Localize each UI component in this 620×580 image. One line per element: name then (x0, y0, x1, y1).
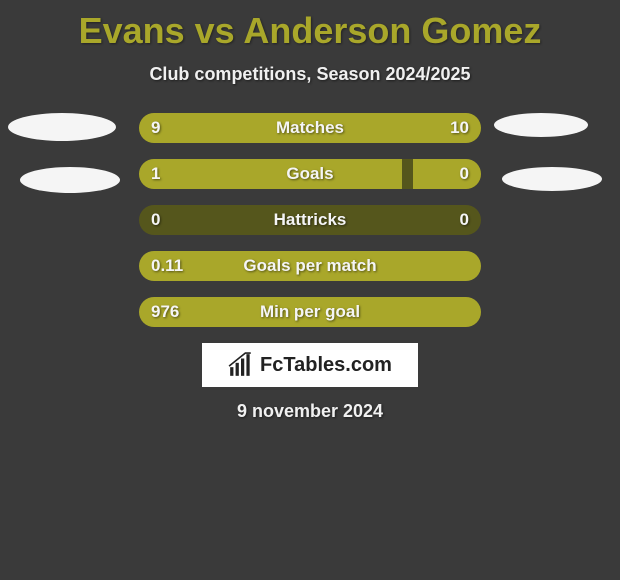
subtitle: Club competitions, Season 2024/2025 (0, 64, 620, 85)
side-ellipse-0 (8, 113, 116, 141)
side-ellipse-2 (494, 113, 588, 137)
bar-row-matches: 910Matches (139, 113, 481, 143)
bar-label: Min per goal (139, 297, 481, 327)
date-text: 9 november 2024 (0, 401, 620, 422)
comparison-bars: 910Matches 10Goals 00Hattricks 0.11Goals pe… (0, 113, 620, 327)
logo-box: FcTables.com (202, 343, 418, 387)
bar-row-min-per-goal: 976Min per goal (139, 297, 481, 327)
bar-label: Goals per match (139, 251, 481, 281)
side-ellipse-3 (502, 167, 602, 191)
bar-label: Matches (139, 113, 481, 143)
bar-row-goals-per-match: 0.11Goals per match (139, 251, 481, 281)
bar-row-hattricks: 00Hattricks (139, 205, 481, 235)
bar-row-goals: 10Goals (139, 159, 481, 189)
bar-chart-icon (228, 352, 254, 378)
bar-label: Goals (139, 159, 481, 189)
page-title: Evans vs Anderson Gomez (0, 0, 620, 52)
logo-text: FcTables.com (260, 354, 392, 377)
logo: FcTables.com (228, 352, 392, 378)
side-ellipse-1 (20, 167, 120, 193)
bar-label: Hattricks (139, 205, 481, 235)
